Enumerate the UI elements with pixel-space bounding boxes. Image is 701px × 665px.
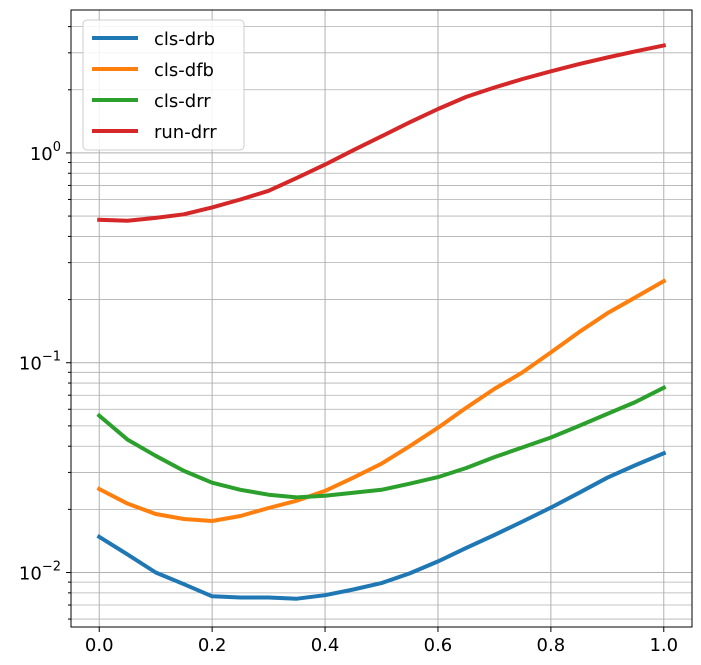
x-tick-label: 0.6: [424, 635, 453, 656]
x-tick-label: 0.0: [85, 635, 114, 656]
legend-label: cls-drr: [154, 91, 211, 112]
y-tick-label: 10−2: [19, 560, 61, 585]
series-line-run-drr: [97, 43, 667, 223]
y-tick-label: 100: [30, 140, 61, 165]
y-tick-exponent: 0: [53, 140, 61, 155]
series-layer: [96, 43, 667, 601]
plot-frame: [70, 9, 693, 628]
legend-label: cls-drb: [154, 29, 215, 50]
legend-box: [82, 19, 245, 151]
x-tick-label: 0.8: [537, 635, 566, 656]
legend: cls-drb cls-dfb cls-drr run-drr: [82, 19, 245, 151]
y-tick-exponent: −2: [42, 560, 61, 575]
x-tick-label: 1.0: [649, 635, 678, 656]
y-tick-base: 10: [30, 144, 53, 165]
x-tick-label: 0.4: [311, 635, 340, 656]
x-tick-label: 0.2: [198, 635, 227, 656]
series-line-cls-dfb: [96, 278, 667, 523]
series-line-cls-drr: [96, 385, 667, 500]
y-tick-base: 10: [19, 564, 42, 585]
y-tick-label: 10−1: [19, 350, 61, 375]
x-axis: 0.0 0.2 0.4 0.6 0.8 1.0: [85, 627, 678, 656]
series-line-cls-drb: [96, 450, 667, 601]
legend-label: run-drr: [154, 122, 217, 143]
y-tick-exponent: −1: [42, 350, 61, 365]
legend-label: cls-dfb: [154, 60, 214, 81]
y-tick-base: 10: [19, 354, 42, 375]
